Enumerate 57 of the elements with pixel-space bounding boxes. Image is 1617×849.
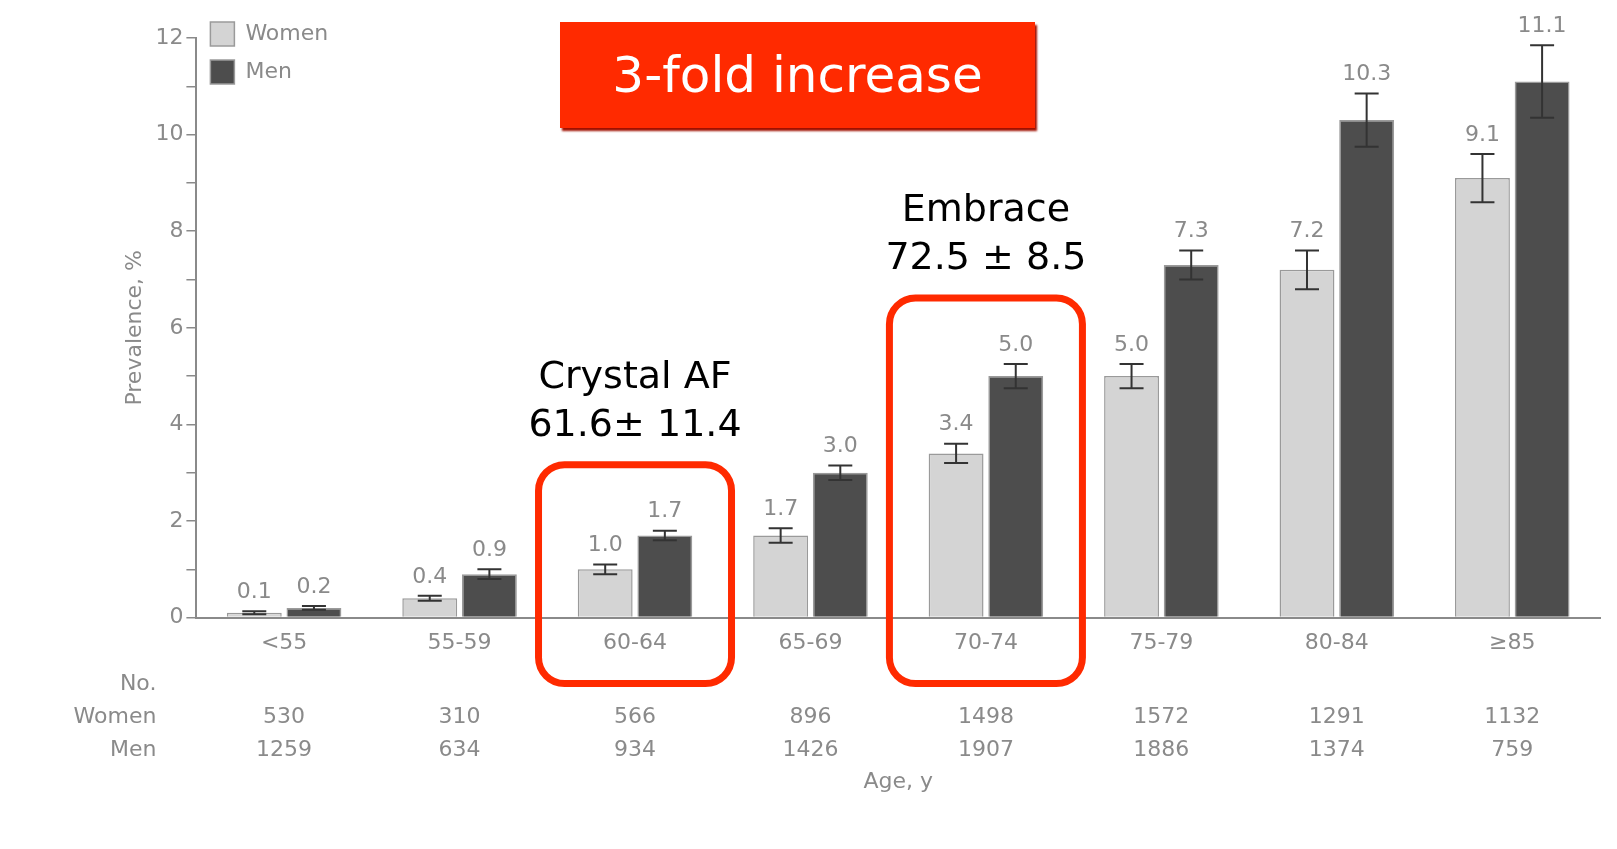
y-tick-label: 12: [155, 23, 184, 49]
text: 896: [788, 702, 833, 728]
data-label: 0.4: [412, 562, 448, 588]
data-label: 1.0: [587, 531, 623, 557]
y-tick-label: 10: [155, 120, 184, 146]
x-tick-label: 70-74: [953, 628, 1018, 654]
x-tick-label: ≥85: [1489, 628, 1536, 654]
data-label: 10.3: [1342, 60, 1392, 86]
text: 1886: [1132, 735, 1191, 761]
x-tick-label: 75-79: [1129, 628, 1194, 654]
text: 934: [613, 735, 657, 761]
text: Men: [109, 735, 157, 761]
text: 759: [1490, 735, 1535, 761]
data-label: 7.3: [1173, 217, 1209, 243]
y-tick-label: 0: [169, 603, 184, 629]
text: 1907: [956, 735, 1015, 761]
data-label: 3.0: [822, 432, 858, 458]
x-tick-label: 80-84: [1304, 628, 1369, 654]
text: 1259: [255, 735, 314, 761]
data-label: 0.9: [471, 536, 507, 562]
x-tick-label: 60-64: [603, 628, 667, 654]
text: 1291: [1307, 702, 1366, 728]
legend-label: Men: [245, 57, 292, 83]
data-label: 5.0: [998, 330, 1034, 356]
text: 1132: [1483, 702, 1542, 728]
data-label: 0.2: [296, 572, 332, 598]
text: 530: [262, 702, 307, 728]
data-label: 5.0: [1114, 330, 1150, 356]
text: 1498: [956, 702, 1015, 728]
x-tick-label: 55-59: [427, 628, 492, 654]
data-label: 11.1: [1517, 11, 1567, 37]
data-label: 9.1: [1464, 120, 1500, 146]
legend-label: Women: [245, 19, 329, 45]
text: 566: [613, 702, 657, 728]
annotation: 3-fold increase: [560, 22, 1035, 128]
band-label: Crystal AF 61.6± 11.4: [527, 351, 743, 447]
x-tick-label: <55: [260, 628, 308, 654]
text: 310: [437, 702, 482, 728]
text: 1374: [1307, 735, 1366, 761]
x-tick-label: 65-69: [778, 628, 843, 654]
y-tick-label: 6: [169, 313, 184, 339]
data-label: 1.7: [647, 497, 683, 523]
band-label: Embrace 72.5 ± 8.5: [884, 185, 1088, 280]
text: 1426: [781, 735, 840, 761]
text: Age, y: [862, 767, 934, 793]
data-label: 0.1: [236, 578, 272, 604]
text: 1572: [1132, 702, 1191, 728]
data-label: 7.2: [1289, 217, 1325, 243]
y-tick-label: 2: [169, 506, 184, 532]
text: 634: [437, 735, 482, 761]
y-axis-title: Prevalence, %: [120, 250, 146, 406]
y-tick-label: 8: [169, 216, 184, 242]
text: No.: [119, 669, 157, 695]
data-label: 3.4: [938, 410, 974, 436]
text: Women: [73, 702, 157, 728]
data-label: 1.7: [763, 494, 799, 520]
y-tick-label: 4: [169, 410, 184, 436]
